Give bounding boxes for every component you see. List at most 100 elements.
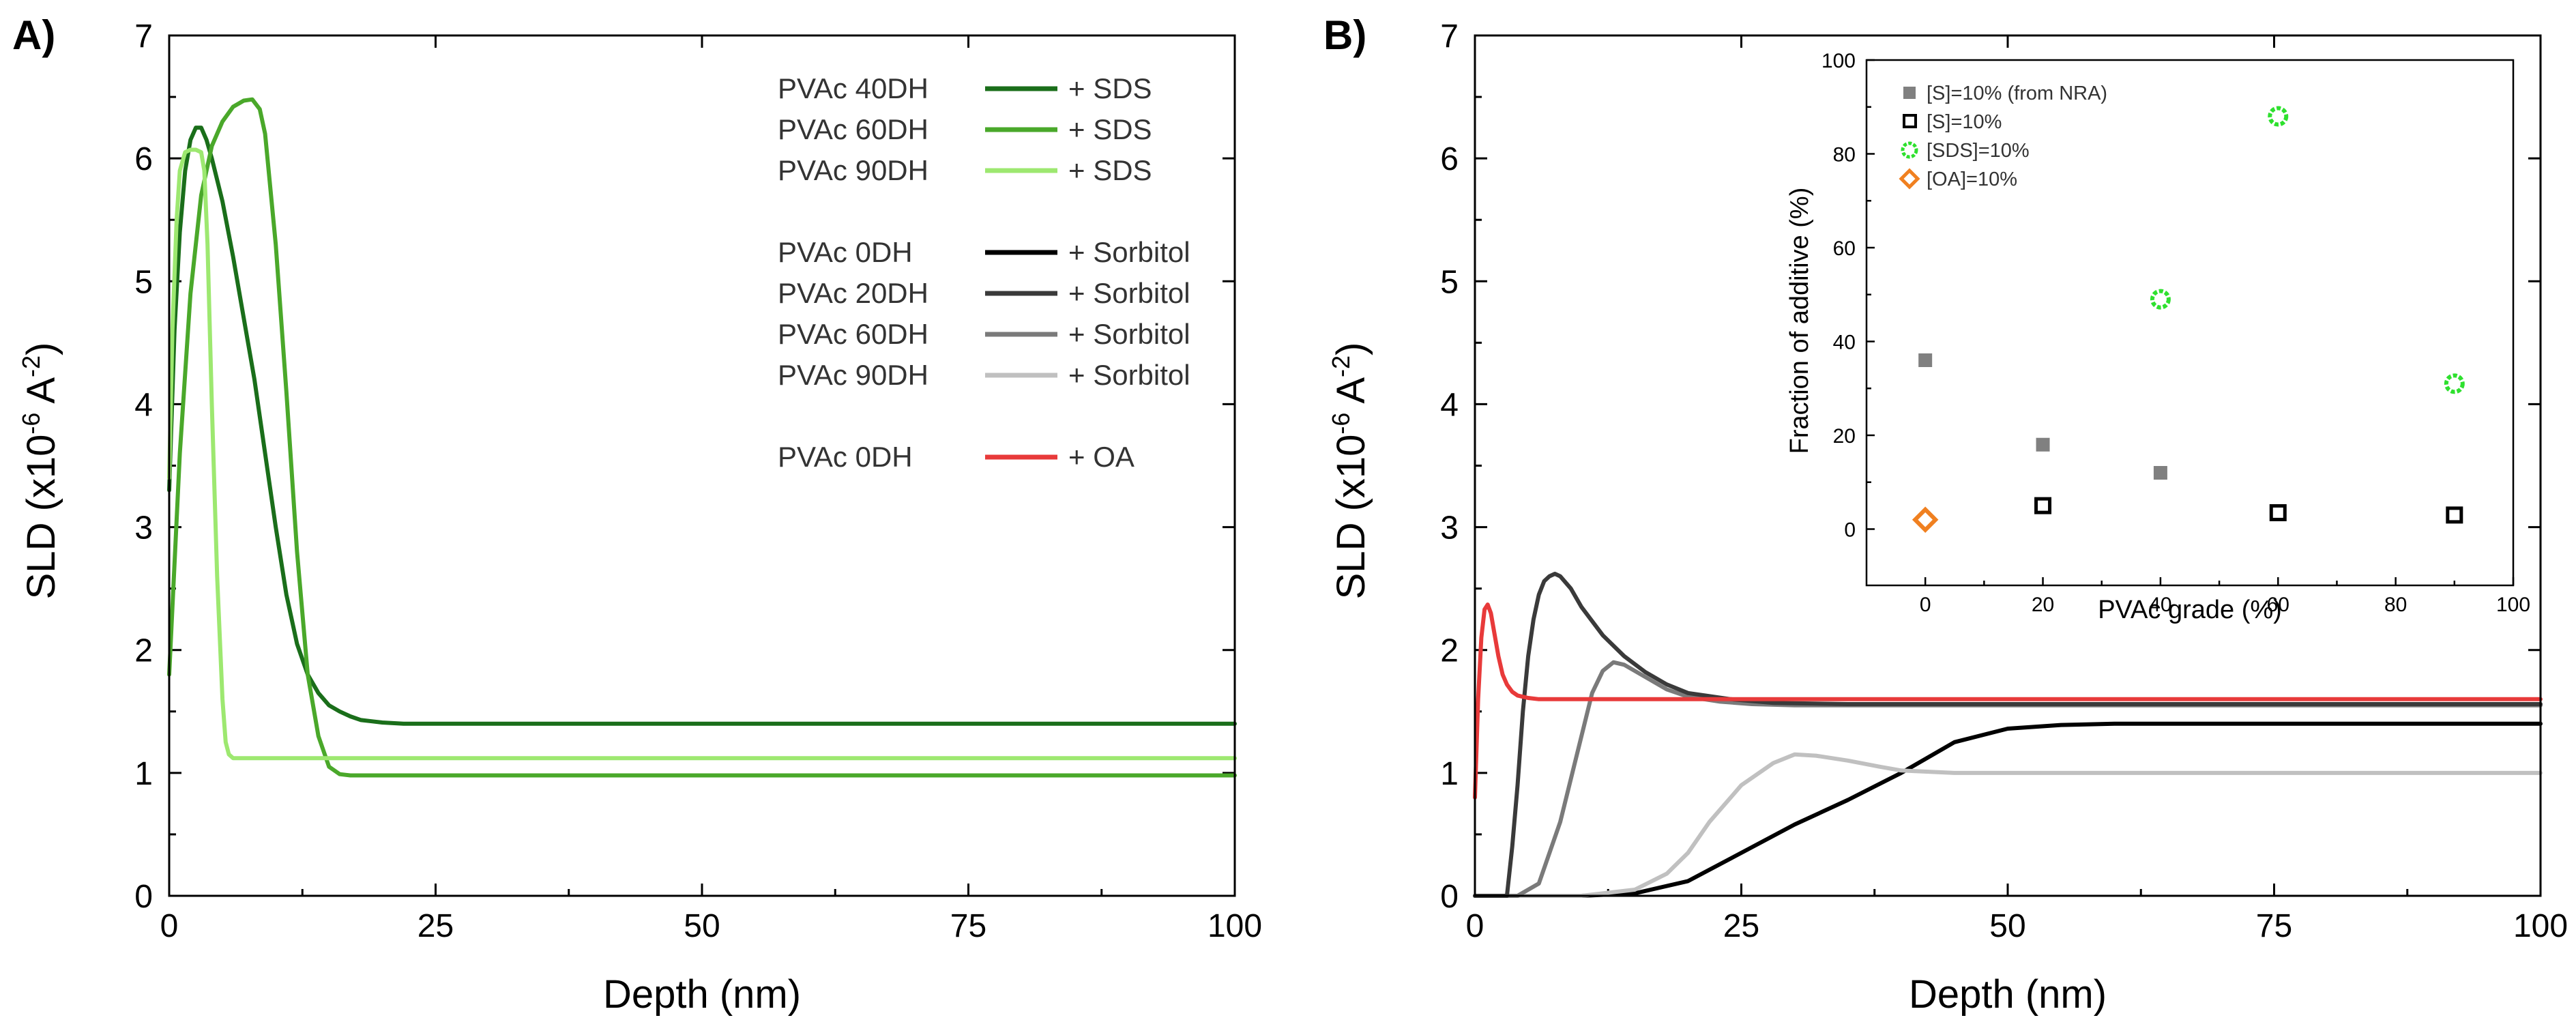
inset-background [1867,60,2513,585]
inset-legend-entry: [SDS]=10% [1901,140,2030,162]
inset-legend-entry: [OA]=10% [1899,168,2017,190]
open-circle-marker [1901,141,1918,159]
x-tick-label: 75 [2256,908,2292,944]
inset-plot-frame [1865,59,2515,587]
x-tick-label: 100 [1208,908,1262,944]
panel-a-x-axis-title: Depth (nm) [603,972,801,1017]
x-tick-label: 50 [684,908,720,944]
inset-y-tick-label: 0 [1844,519,1856,542]
legend-sample-label: PVAc 0DH [778,441,913,473]
panel-b-x-tick-labels: 0 25 50 75 100 [1466,908,2568,944]
legend-sample-label: PVAc 40DH [778,72,928,104]
y-tick-label: 7 [1440,18,1459,55]
panel-a-plot-frame [168,34,1236,897]
inset-legend: [S]=10% (from NRA) [S]=10% [SDS]=10% [OA… [1899,83,2107,190]
panel-b-y-axis-title: SLD (x10-6 A-2) [1327,342,1373,600]
x-tick-label: 75 [950,908,986,944]
panel-a-y-title-end: ) [19,342,63,355]
legend-sample-label: PVAc 60DH [778,318,928,350]
inset-legend-entry: [S]=10% [1903,111,2002,133]
y-tick-label: 1 [1440,756,1459,792]
inset-x-axis-title: PVAc grade (%) [2098,596,2282,624]
legend-additive-label: + Sorbitol [1068,359,1190,391]
x-tick-label: 25 [418,908,454,944]
open-diamond-marker [1899,168,1920,190]
y-tick-label: 2 [1440,633,1459,669]
series-line [1473,752,2543,898]
legend-additive-label: + SDS [1068,72,1152,104]
legend-additive-label: + SDS [1068,113,1152,145]
legend-sample-label: PVAc 60DH [778,113,928,145]
panel-a-y-axis-title: SLD (x10-6 A-2) [17,342,63,600]
y-tick-label: 5 [1440,264,1459,300]
y-tick-label: 0 [134,879,153,915]
series-line [1473,602,2543,800]
legend-additive-label: + Sorbitol [1068,318,1190,350]
x-tick-label: 25 [1723,908,1759,944]
panel-b-y-title-main: SLD (x10 [1329,435,1373,600]
y-tick-label: 1 [134,756,153,792]
inset-point-open-circle [2150,289,2171,310]
inset-y-tick-label: 60 [1833,237,1856,260]
y-tick-label: 4 [1440,387,1459,423]
series-line [1473,660,2543,898]
y-tick-label: 0 [1440,879,1459,915]
legend-sample-label: PVAc 0DH [778,236,913,268]
y-tick-label: 6 [134,141,153,177]
inset-point-open-circle [2444,373,2465,394]
x-tick-label: 100 [2513,908,2568,944]
legend-entry: PVAc 0DH + OA [778,441,1135,473]
legend-entry: PVAc 60DH + SDS [778,113,1152,145]
legend-entry: PVAc 90DH + Sorbitol [778,359,1190,391]
inset-x-tick-label: 100 [2496,594,2530,616]
legend-additive-label: + Sorbitol [1068,236,1190,268]
inset-y-tick-label: 100 [1821,50,1856,72]
panel-a-y-title-sup2: -2 [17,355,45,377]
inset-legend-label: [SDS]=10% [1927,140,2030,162]
panel-b-plot-frame [1474,34,2542,897]
panel-a-y-title-main: SLD (x10 [19,435,63,600]
filled-square-marker [1903,87,1916,99]
y-tick-label: 6 [1440,141,1459,177]
legend-sample-label: PVAc 20DH [778,277,928,309]
panel-b-y-tick-labels: 0 1 2 3 4 5 6 7 [1440,18,1459,915]
series-line [167,126,1237,726]
panel-a-series [167,97,1237,778]
panel-b-x-axis-title: Depth (nm) [1909,972,2107,1017]
inset-chart: 0 20 40 60 80 100 0 20 40 60 80 100 PVAc grade (%)… [1785,50,2530,624]
y-tick-label: 7 [134,18,153,55]
inset-y-tick-label: 40 [1833,332,1856,354]
legend-entry: PVAc 60DH + Sorbitol [778,318,1190,350]
y-tick-label: 5 [134,264,153,300]
panel-b: B) 0 25 50 75 100 0 1 2 3 4 5 6 7 Depth (nm) SLD (x… [1323,12,2568,1017]
panel-b-y-title-end: ) [1329,342,1373,355]
series-line [1473,572,2543,898]
inset-legend-label: [S]=10% [1927,111,2002,133]
inset-legend-label: [S]=10% (from NRA) [1927,83,2107,104]
panel-a-y-tick-labels: 0 1 2 3 4 5 6 7 [134,18,153,915]
inset-y-tick-label: 80 [1833,144,1856,166]
x-tick-label: 50 [1989,908,2025,944]
inset-x-tick-label: 40 [2149,594,2171,616]
inset-x-tick-label: 20 [2032,594,2054,616]
panel-b-y-title-sup1: -6 [1327,413,1355,435]
legend-entry: PVAc 90DH + SDS [778,154,1152,186]
inset-point-filled-square [2036,437,2050,452]
inset-point-filled-square [2153,466,2167,480]
series-line [167,147,1237,761]
legend-sample-label: PVAc 90DH [778,154,928,186]
panel-b-series [1473,572,2543,898]
series-line [1473,721,2543,898]
x-tick-label: 0 [160,908,179,944]
legend-sample-label: PVAc 90DH [778,359,928,391]
inset-x-tick-label: 0 [1920,594,1931,616]
y-tick-label: 3 [1440,510,1459,546]
inset-point-open-square [2269,504,2287,521]
panel-a-legend: PVAc 40DH + SDS PVAc 60DH + SDS PVAc 90D… [778,72,1190,473]
inset-y-tick-labels: 0 20 40 60 80 100 [1821,50,1856,542]
panel-a: A) 0 25 50 75 100 0 1 2 3 4 5 6 7 Depth (nm) SLD (x… [12,12,1262,1017]
panel-a-label: A) [12,12,55,58]
inset-points [1912,106,2465,533]
inset-legend-label: [OA]=10% [1927,169,2017,190]
inset-point-open-square [2446,506,2463,524]
